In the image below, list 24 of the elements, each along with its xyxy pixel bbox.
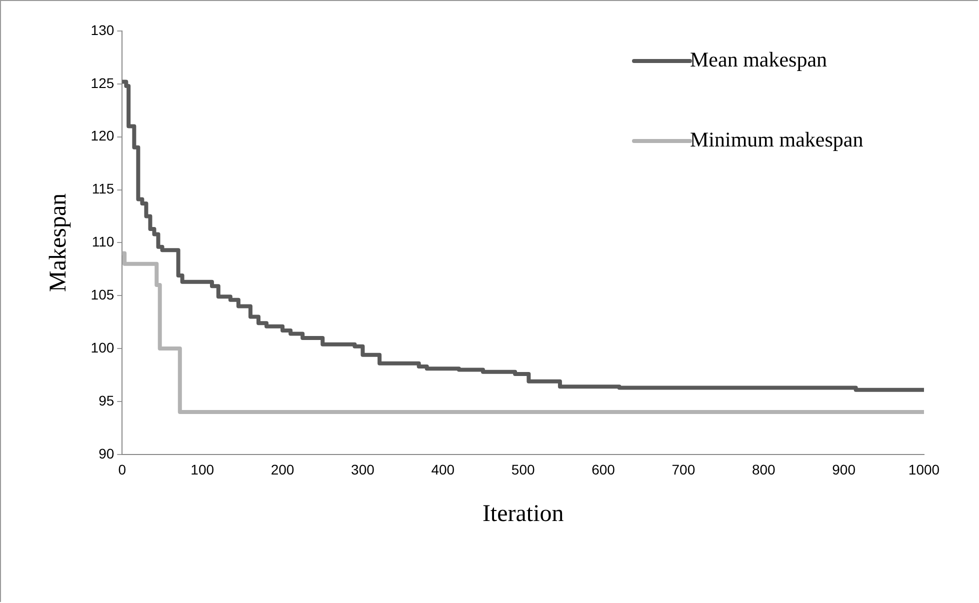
y-tick-label: 115 bbox=[92, 180, 114, 197]
x-tick-label: 900 bbox=[832, 462, 856, 478]
x-tick-label: 0 bbox=[118, 462, 126, 478]
x-axis-title: Iteration bbox=[482, 500, 564, 527]
x-tick-label: 700 bbox=[672, 462, 696, 478]
y-tick-label: 110 bbox=[92, 234, 114, 250]
x-tick-label: 600 bbox=[592, 462, 616, 478]
y-tick-label: 90 bbox=[98, 445, 114, 462]
x-tick-label: 1000 bbox=[908, 462, 940, 478]
y-tick-label: 125 bbox=[90, 74, 114, 91]
x-tick-label: 400 bbox=[431, 462, 455, 478]
y-tick-label: 130 bbox=[90, 22, 114, 38]
y-tick-label: 100 bbox=[90, 339, 114, 356]
x-tick-label: 500 bbox=[511, 462, 535, 478]
x-tick-label: 200 bbox=[270, 462, 294, 478]
y-tick-label: 105 bbox=[90, 286, 114, 302]
y-tick-label: 95 bbox=[98, 392, 114, 408]
legend-label: Mean makespan bbox=[690, 48, 828, 72]
y-tick-label: 120 bbox=[90, 128, 114, 144]
legend-label: Minimum makespan bbox=[690, 128, 864, 152]
y-axis-title: Makespan bbox=[46, 193, 72, 292]
x-tick-label: 300 bbox=[351, 462, 375, 478]
x-tick-label: 800 bbox=[752, 462, 776, 478]
x-tick-label: 100 bbox=[190, 462, 214, 478]
